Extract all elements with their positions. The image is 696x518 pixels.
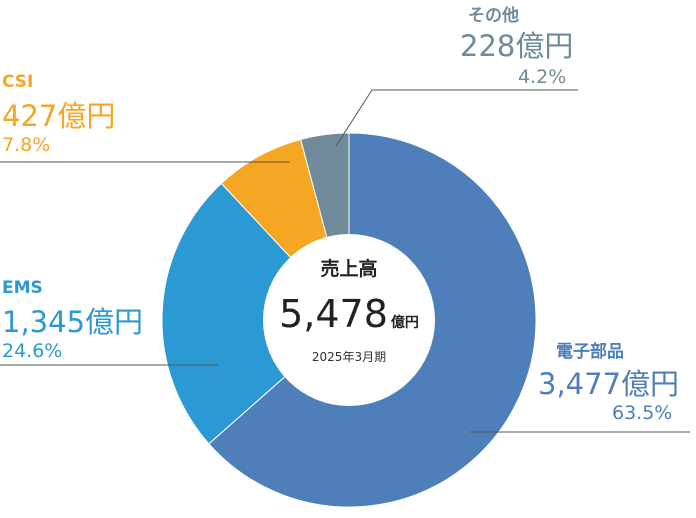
label-ems-name: EMS (2, 278, 43, 298)
label-csi-name: CSI (2, 72, 34, 92)
center-total-unit: 億円 (390, 315, 419, 331)
label-electronic-parts-amount: 3,477億円 (538, 367, 680, 401)
label-ems-amount: 1,345億円 (2, 305, 144, 339)
label-electronic-parts-percent: 63.5% (612, 402, 673, 424)
label-csi-amount: 427億円 (2, 99, 116, 133)
center-title: 売上高 (320, 258, 378, 280)
leader-other (335, 89, 578, 147)
label-ems-percent: 24.6% (2, 340, 63, 362)
center-period: 2025年3月期 (311, 350, 387, 364)
label-csi-percent: 7.8% (2, 134, 51, 156)
slice-ems (161, 182, 350, 445)
center-total: 5,478 億円 (264, 292, 434, 336)
label-other-name: その他 (468, 6, 519, 26)
center-total-value: 5,478 (279, 292, 388, 336)
label-other-amount: 228億円 (460, 29, 574, 63)
label-electronic-parts-name: 電子部品 (556, 342, 624, 362)
donut-hole (263, 234, 435, 406)
label-other-percent: 4.2% (518, 66, 567, 88)
